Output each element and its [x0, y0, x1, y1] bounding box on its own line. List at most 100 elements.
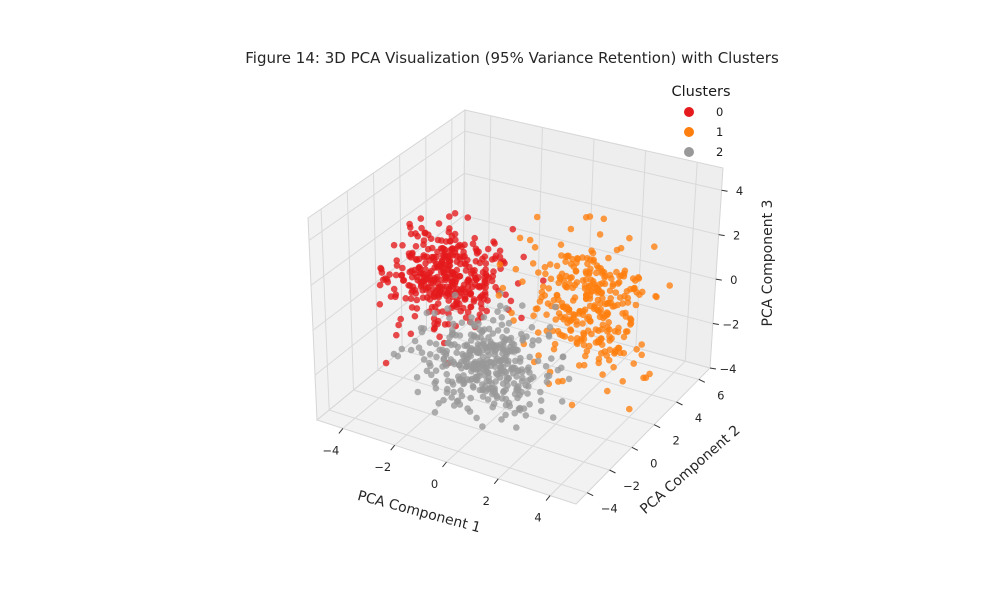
scatter-point-cluster-0: [481, 273, 489, 281]
scatter-point-cluster-2: [484, 348, 491, 355]
scatter-point-cluster-0: [464, 308, 472, 316]
scatter-point-cluster-0: [479, 292, 486, 299]
scatter-point-cluster-2: [527, 375, 535, 383]
scatter-point-cluster-2: [459, 350, 466, 358]
scatter-point-cluster-2: [460, 377, 467, 384]
scatter-point-cluster-1: [632, 301, 640, 309]
scatter-point-cluster-2: [453, 349, 461, 357]
scatter-point-cluster-1: [635, 274, 642, 281]
scatter-point-cluster-1: [599, 294, 606, 302]
scatter-point-cluster-1: [666, 282, 673, 289]
scatter-point-cluster-2: [432, 378, 440, 385]
scatter-point-cluster-1: [615, 278, 623, 286]
scatter-point-cluster-1: [612, 289, 620, 296]
scatter-point-cluster-1: [620, 273, 628, 280]
scatter-point-cluster-2: [472, 376, 480, 384]
scatter-point-cluster-2: [485, 325, 493, 333]
scatter-point-cluster-2: [467, 394, 475, 402]
scatter-point-cluster-1: [553, 291, 561, 299]
scatter-point-cluster-1: [573, 318, 580, 325]
scatter-point-cluster-2: [453, 398, 461, 405]
tick-mark: [721, 189, 728, 192]
scatter-point-cluster-2: [433, 353, 440, 361]
scatter-point-cluster-1: [579, 320, 586, 327]
scatter-point-cluster-0: [456, 253, 464, 260]
grid-line-y: [377, 369, 632, 448]
scatter-point-cluster-1: [555, 310, 563, 317]
scatter-point-cluster-0: [445, 258, 453, 265]
scatter-point-cluster-2: [518, 388, 525, 396]
scatter-point-cluster-2: [543, 378, 551, 386]
scatter-point-cluster-1: [601, 300, 609, 308]
scatter-point-cluster-0: [492, 252, 500, 259]
scatter-point-cluster-0: [418, 224, 425, 232]
scatter-point-cluster-0: [409, 283, 417, 291]
scatter-point-cluster-0: [462, 267, 470, 274]
scatter-point-cluster-0: [423, 294, 431, 301]
scatter-point-cluster-0: [423, 253, 431, 261]
scatter-point-cluster-2: [479, 393, 487, 400]
z-tick-label: 0: [730, 273, 737, 287]
scatter-point-cluster-0: [441, 246, 449, 253]
scatter-point-cluster-0: [445, 266, 452, 273]
scatter-point-cluster-0: [449, 270, 457, 277]
scatter-point-cluster-0: [392, 271, 400, 279]
scatter-point-cluster-1: [636, 291, 643, 299]
scatter-point-cluster-2: [457, 387, 464, 395]
scatter-point-cluster-2: [551, 303, 559, 311]
tick-mark: [715, 278, 722, 281]
scatter-point-cluster-1: [631, 284, 638, 292]
scatter-point-cluster-2: [394, 352, 402, 360]
scatter-point-cluster-1: [587, 276, 595, 284]
scatter-point-cluster-0: [507, 297, 515, 305]
scatter-point-cluster-1: [611, 348, 619, 356]
scatter-point-cluster-2: [494, 327, 502, 334]
scatter-point-cluster-2: [537, 388, 544, 396]
scatter-point-cluster-2: [451, 291, 459, 299]
tick-mark: [653, 424, 661, 429]
scatter-point-cluster-0: [457, 307, 465, 315]
scatter-point-cluster-2: [507, 334, 515, 342]
x-tick-label: 4: [534, 511, 541, 525]
scatter-point-cluster-2: [426, 359, 433, 367]
scatter-point-cluster-0: [407, 295, 415, 303]
scatter-point-cluster-2: [558, 398, 566, 405]
scatter-point-cluster-2: [494, 308, 501, 316]
scatter-point-cluster-2: [443, 370, 451, 378]
scatter-point-cluster-2: [526, 353, 533, 361]
scatter-point-cluster-2: [443, 389, 451, 396]
scatter-point-cluster-0: [435, 220, 443, 227]
scatter-point-cluster-2: [481, 372, 489, 379]
scatter-point-cluster-1: [582, 214, 590, 221]
scatter-point-cluster-2: [440, 356, 448, 363]
scatter-point-cluster-0: [384, 278, 392, 286]
scatter-point-cluster-1: [531, 244, 539, 251]
scatter-point-cluster-1: [599, 371, 606, 378]
scatter-point-cluster-0: [461, 260, 469, 267]
scatter-point-cluster-0: [421, 281, 428, 289]
scatter-point-cluster-0: [446, 225, 453, 232]
tick-mark: [709, 367, 717, 370]
grid-line-z: [463, 215, 716, 280]
scatter-point-cluster-0: [481, 253, 489, 260]
scatter-point-cluster-0: [492, 283, 499, 291]
scatter-point-cluster-2: [512, 357, 519, 365]
scatter-point-cluster-1: [630, 360, 637, 367]
scatter-point-cluster-0: [376, 301, 384, 308]
scatter-point-cluster-0: [482, 260, 490, 267]
scatter-point-cluster-1: [554, 327, 562, 335]
scatter-point-cluster-1: [584, 260, 591, 268]
scatter-point-cluster-0: [411, 312, 419, 320]
scatter-point-cluster-1: [601, 348, 609, 355]
scatter-point-cluster-0: [402, 295, 410, 302]
scatter-point-cluster-0: [428, 244, 436, 252]
scatter-point-cluster-1: [596, 281, 604, 288]
scatter-point-cluster-0: [417, 215, 425, 222]
x-tick-label: −4: [322, 443, 339, 457]
scatter-point-cluster-0: [488, 277, 496, 285]
z-axis-label: PCA Component 3: [760, 200, 776, 327]
scatter-point-cluster-1: [621, 267, 629, 275]
x-tick-label: 0: [431, 477, 438, 491]
scatter-point-cluster-0: [414, 233, 422, 240]
